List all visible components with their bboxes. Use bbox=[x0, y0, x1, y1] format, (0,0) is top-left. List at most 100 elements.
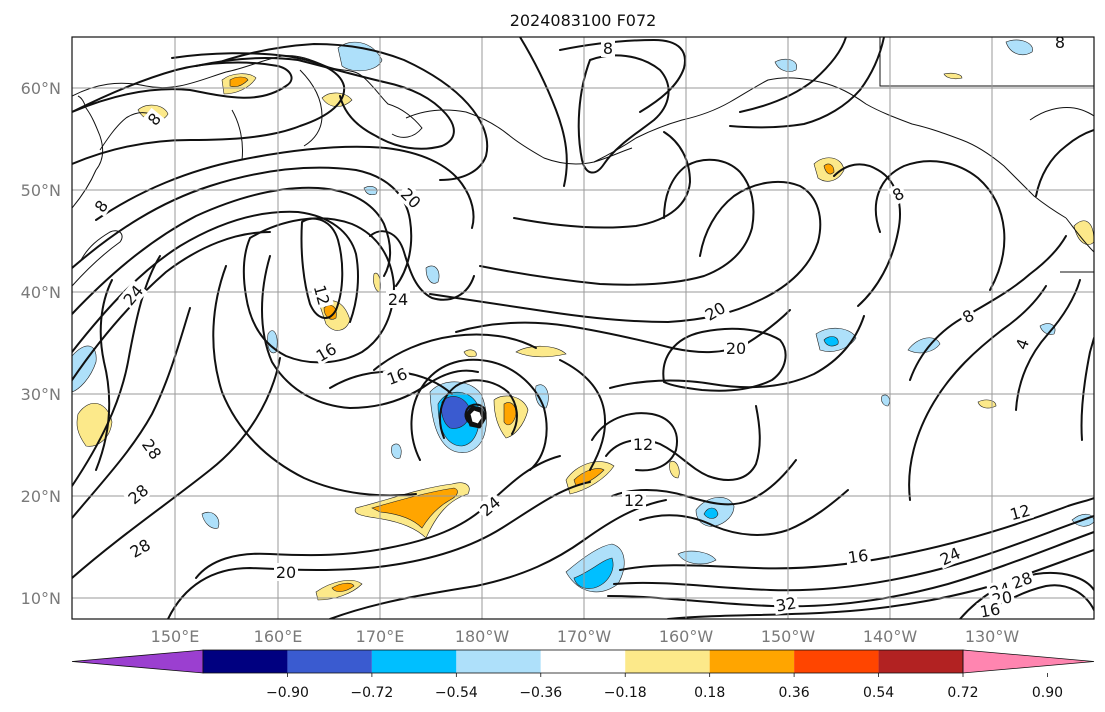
contour-value-label: 20 bbox=[724, 339, 748, 358]
contour-line bbox=[619, 497, 1094, 571]
contour-line bbox=[559, 359, 606, 471]
colorbar-label: 0.72 bbox=[947, 685, 978, 701]
contour-label-halo bbox=[386, 290, 410, 308]
contour-line bbox=[95, 145, 475, 229]
contour-line bbox=[613, 515, 1094, 592]
longitude-label: 170°W bbox=[557, 627, 612, 646]
contour-value-label: 16 bbox=[844, 545, 872, 567]
negative-anomaly-area bbox=[535, 384, 549, 409]
contour-value-label: 8 bbox=[957, 304, 979, 328]
contour-line bbox=[72, 357, 281, 579]
contour-value-label: 12 bbox=[631, 435, 655, 454]
contour-line bbox=[300, 217, 344, 319]
positive-anomaly-area bbox=[76, 403, 113, 447]
negative-anomaly-area bbox=[677, 550, 717, 565]
colorbar-label: 0.90 bbox=[1032, 685, 1063, 701]
contour-line bbox=[662, 327, 787, 392]
colorbar-segment bbox=[625, 650, 710, 673]
contour-label-halo bbox=[137, 434, 167, 464]
contour-label-text: 8 bbox=[1055, 33, 1065, 52]
contour-line bbox=[95, 279, 113, 471]
positive-anomaly-area bbox=[669, 460, 680, 479]
contour-value-label: 8 bbox=[1053, 33, 1067, 52]
positive-anomaly-area bbox=[515, 345, 567, 358]
contour-value-label: 24 bbox=[386, 290, 410, 309]
colorbar-segment bbox=[794, 650, 879, 673]
contour-line bbox=[72, 166, 413, 287]
positive-anomaly-area bbox=[321, 92, 353, 107]
colorbar-segment bbox=[287, 650, 372, 673]
height-contours bbox=[72, 37, 1094, 619]
longitude-label: 180°W bbox=[455, 627, 510, 646]
contour-line bbox=[72, 186, 391, 315]
colorbar-label: −0.54 bbox=[435, 685, 478, 701]
positive-anomaly-area bbox=[1073, 220, 1094, 245]
contour-value-label: 12 bbox=[1006, 500, 1034, 524]
positive-anomaly-area bbox=[229, 76, 249, 88]
contour-line bbox=[739, 37, 847, 113]
contour-value-label: 32 bbox=[772, 593, 800, 616]
contour-line bbox=[72, 52, 346, 165]
contour-label-halo bbox=[118, 280, 148, 310]
contour-label-halo bbox=[311, 338, 341, 366]
contour-line bbox=[429, 180, 822, 323]
contour-label-halo bbox=[475, 491, 505, 521]
contour-line bbox=[513, 131, 691, 229]
colorbar-label: −0.72 bbox=[350, 685, 393, 701]
contour-line bbox=[959, 572, 1094, 619]
contour-label-halo bbox=[1007, 567, 1037, 593]
map-title: 2024083100 F072 bbox=[510, 11, 657, 30]
contour-line bbox=[369, 230, 475, 301]
contour-line bbox=[1035, 129, 1094, 197]
latitude-label: 20°N bbox=[21, 487, 61, 506]
contour-line bbox=[195, 57, 455, 150]
colorbar-label: 0.54 bbox=[863, 685, 894, 701]
latitude-label: 10°N bbox=[21, 589, 61, 608]
contour-line bbox=[639, 489, 849, 536]
colorbar-label: −0.90 bbox=[266, 685, 309, 701]
contour-label-halo bbox=[382, 363, 412, 389]
contour-line bbox=[455, 309, 791, 354]
positive-anomaly-area bbox=[371, 487, 458, 529]
contour-label-halo bbox=[724, 339, 748, 357]
positive-anomaly-area bbox=[823, 163, 835, 175]
contour-label-halo bbox=[700, 297, 730, 325]
contour-line bbox=[72, 61, 293, 113]
longitude-label: 160°E bbox=[254, 627, 303, 646]
colorbar-label: 0.36 bbox=[779, 685, 810, 701]
contour-label-halo bbox=[772, 593, 800, 615]
contour-line bbox=[261, 255, 479, 409]
contour-label-halo bbox=[396, 183, 426, 213]
colorbar: −0.90 −0.72 −0.54 −0.36 −0.18 0.18 0.36 0.54 0.7… bbox=[71, 649, 1095, 701]
contour-label-text: 24 bbox=[388, 290, 408, 309]
negative-anomaly-area bbox=[881, 394, 890, 407]
colorbar-segment bbox=[371, 650, 457, 673]
graticule bbox=[72, 37, 1094, 619]
colorbar-label: 0.18 bbox=[694, 685, 725, 701]
contour-label-text: 12 bbox=[633, 435, 653, 454]
negative-anomaly-area bbox=[363, 186, 378, 196]
contour-value-label: 4 bbox=[1011, 334, 1033, 354]
contour-line bbox=[410, 358, 548, 471]
contour-label-halo bbox=[1006, 500, 1034, 524]
contour-line bbox=[577, 54, 670, 174]
map-frame bbox=[71, 36, 1095, 620]
negative-anomaly-area bbox=[1005, 39, 1033, 55]
contour-line bbox=[72, 307, 191, 519]
contour-line bbox=[667, 549, 1094, 619]
negative-anomaly-area bbox=[391, 443, 402, 459]
longitude-label: 140°W bbox=[863, 627, 918, 646]
colorbar-label: −0.36 bbox=[519, 685, 562, 701]
contour-label-halo bbox=[1011, 334, 1033, 354]
contour-label-halo bbox=[601, 39, 615, 57]
contour-label-text: 20 bbox=[726, 339, 746, 358]
contour-label-halo bbox=[274, 563, 298, 581]
contour-label-halo bbox=[887, 182, 909, 206]
longitude-labels: 150°E 160°E 170°E 180°W 170°W 160°W 150°W 140°W… bbox=[151, 627, 1020, 646]
contour-label-halo bbox=[89, 195, 113, 217]
contour-line bbox=[908, 285, 1047, 501]
longitude-label: 170°E bbox=[356, 627, 405, 646]
colorbar-segment bbox=[709, 650, 795, 673]
contour-label-halo bbox=[125, 534, 155, 562]
